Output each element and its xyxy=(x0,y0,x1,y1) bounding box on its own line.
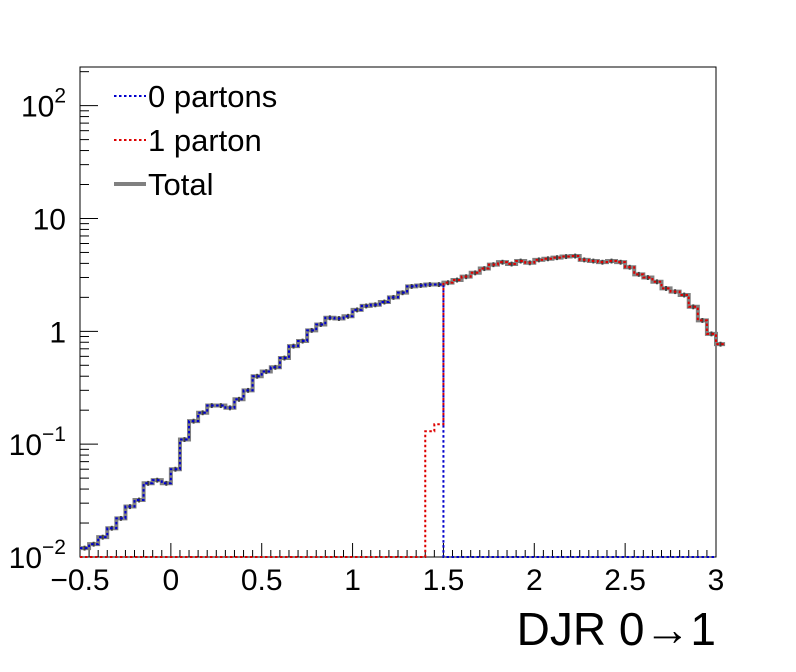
x-tick-label: 2 xyxy=(526,564,543,597)
y-tick-label: 1 xyxy=(49,316,66,349)
series-layer xyxy=(80,253,726,558)
y-tick-label: 10−1 xyxy=(9,423,66,462)
series-line-1-parton xyxy=(80,255,726,558)
x-tick-label: 1.5 xyxy=(423,564,465,597)
x-tick-labels: −0.5 0 0.5 1 1.5 2 2.5 3 xyxy=(50,564,724,597)
x-tick-label: −0.5 xyxy=(50,564,109,597)
x-tick-label: 1 xyxy=(344,564,361,597)
series-line-0-partons xyxy=(80,283,716,558)
x-tick-label: 0 xyxy=(163,564,180,597)
y-tick-label: 102 xyxy=(21,85,66,124)
legend-label: 1 parton xyxy=(148,123,262,158)
series-line-total xyxy=(80,254,726,551)
x-axis-title: DJR 0→1 xyxy=(517,603,716,655)
legend: 0 partons 1 parton Total xyxy=(114,79,277,202)
y-tick-label: 10−2 xyxy=(9,536,66,575)
y-tick-label: 10 xyxy=(33,203,66,236)
axis-ticks xyxy=(79,71,717,558)
legend-label: 0 partons xyxy=(148,79,277,114)
y-tick-labels: 10−2 10−1 1 10 102 xyxy=(9,85,66,575)
legend-label: Total xyxy=(148,167,213,202)
x-tick-label: 2.5 xyxy=(604,564,646,597)
x-tick-label: 3 xyxy=(708,564,725,597)
x-tick-label: 0.5 xyxy=(241,564,283,597)
